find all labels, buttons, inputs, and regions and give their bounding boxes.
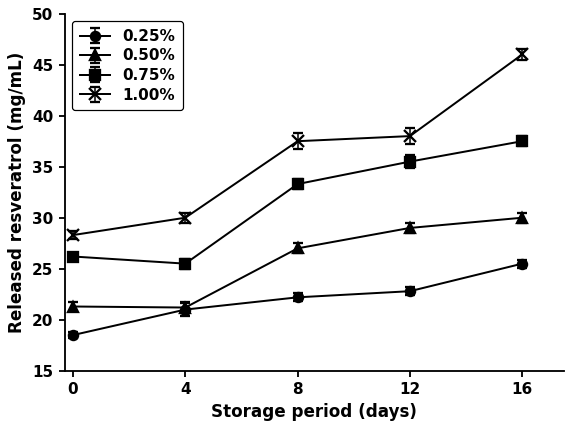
Y-axis label: Released resveratrol (mg/mL): Released resveratrol (mg/mL): [7, 51, 26, 333]
Legend: 0.25%, 0.50%, 0.75%, 1.00%: 0.25%, 0.50%, 0.75%, 1.00%: [72, 21, 183, 110]
X-axis label: Storage period (days): Storage period (days): [212, 403, 418, 421]
